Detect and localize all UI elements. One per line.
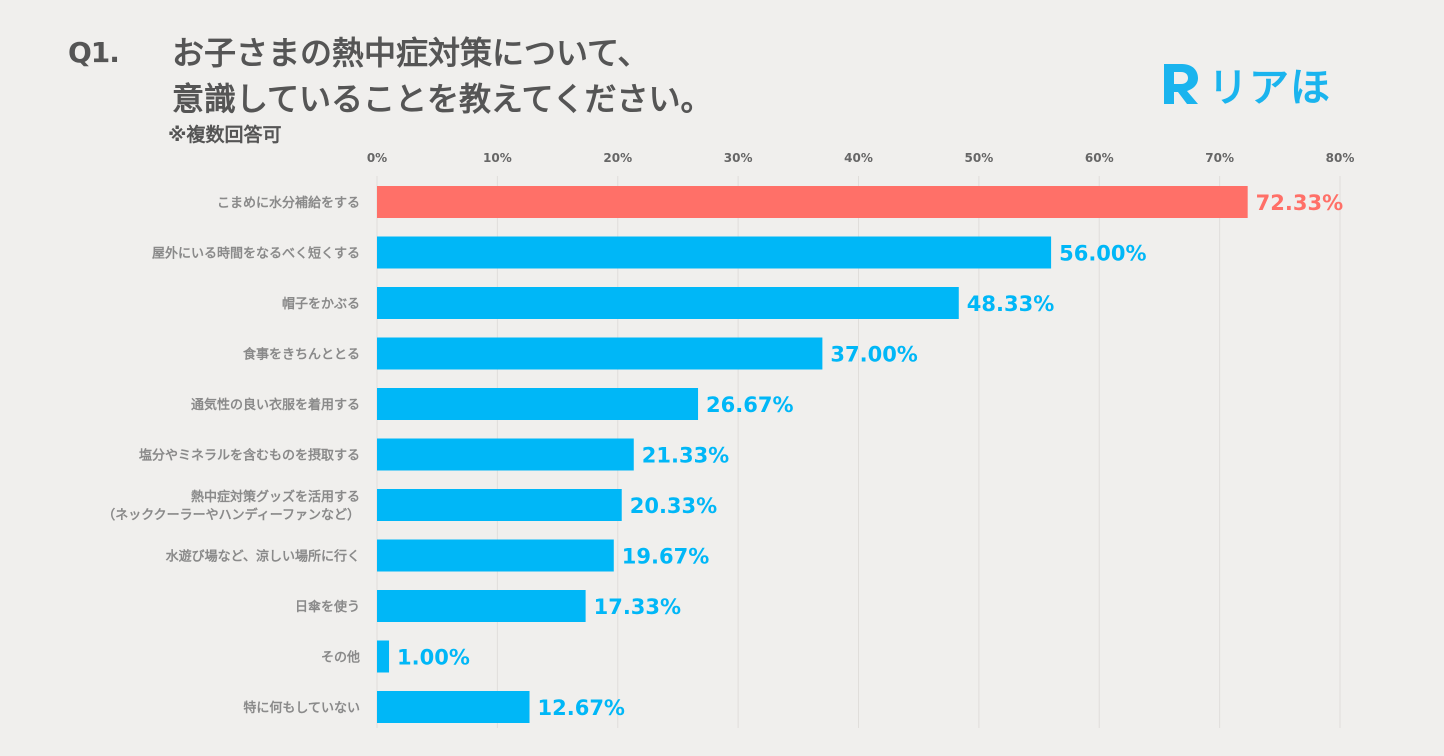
bar xyxy=(377,640,390,673)
category-label: 水遊び場など、涼しい場所に行く xyxy=(166,549,360,565)
r-logo-icon xyxy=(1164,64,1198,104)
bar xyxy=(377,236,1052,269)
value-label: 56.00% xyxy=(1059,242,1146,266)
bar xyxy=(377,337,823,370)
category-label: 通気性の良い衣服を着用する xyxy=(191,397,360,413)
bar xyxy=(377,691,530,723)
category-label: 日傘を使う xyxy=(295,599,360,615)
x-tick-label: 10% xyxy=(483,151,512,165)
value-label: 72.33% xyxy=(1256,191,1343,215)
category-label: 特に何もしていない xyxy=(243,700,360,716)
category-label: （ネッククーラーやハンディーファンなど） xyxy=(102,507,360,523)
category-label: 塩分やミネラルを含むものを摂取する xyxy=(139,448,360,464)
value-label: 26.67% xyxy=(706,393,793,417)
bar xyxy=(377,438,634,471)
value-label: 48.33% xyxy=(967,292,1054,316)
value-label: 37.00% xyxy=(830,343,917,367)
x-tick-label: 20% xyxy=(603,151,632,165)
category-label: こまめに水分補給をする xyxy=(217,195,360,211)
category-label: 食事をきちんととる xyxy=(243,347,360,363)
bar xyxy=(377,590,586,622)
bar xyxy=(377,287,959,319)
category-label: 屋外にいる時間をなるべく短くする xyxy=(152,246,360,262)
value-label: 21.33% xyxy=(642,444,729,468)
value-label: 1.00% xyxy=(397,646,470,670)
x-tick-label: 0% xyxy=(367,151,387,165)
question-title: お子さまの熱中症対策について、 意識していることを教えてください。 xyxy=(172,30,932,122)
x-tick-label: 80% xyxy=(1326,151,1355,165)
category-label: 熱中症対策グッズを活用する xyxy=(191,489,360,505)
question-title-line2: 意識していることを教えてください。 xyxy=(172,80,713,118)
question-title-line1: お子さまの熱中症対策について、 xyxy=(172,34,650,72)
value-label: 17.33% xyxy=(594,595,681,619)
bar xyxy=(377,539,614,572)
bar xyxy=(377,186,1248,218)
value-label: 12.67% xyxy=(538,696,625,720)
question-number: Q1. xyxy=(68,36,120,69)
logo-text: リアほ xyxy=(1208,65,1331,111)
value-label: 20.33% xyxy=(630,494,717,518)
x-tick-label: 40% xyxy=(844,151,873,165)
category-label: その他 xyxy=(321,650,360,666)
x-tick-label: 50% xyxy=(965,151,994,165)
bar xyxy=(377,489,622,521)
x-tick-label: 30% xyxy=(724,151,753,165)
value-label: 19.67% xyxy=(622,545,709,569)
logo: リアほ xyxy=(1158,58,1331,111)
x-tick-label: 60% xyxy=(1085,151,1114,165)
multiple-answer-note: ※複数回答可 xyxy=(168,124,282,146)
category-label: 帽子をかぶる xyxy=(282,296,360,312)
x-tick-label: 70% xyxy=(1205,151,1234,165)
bar xyxy=(377,388,699,420)
